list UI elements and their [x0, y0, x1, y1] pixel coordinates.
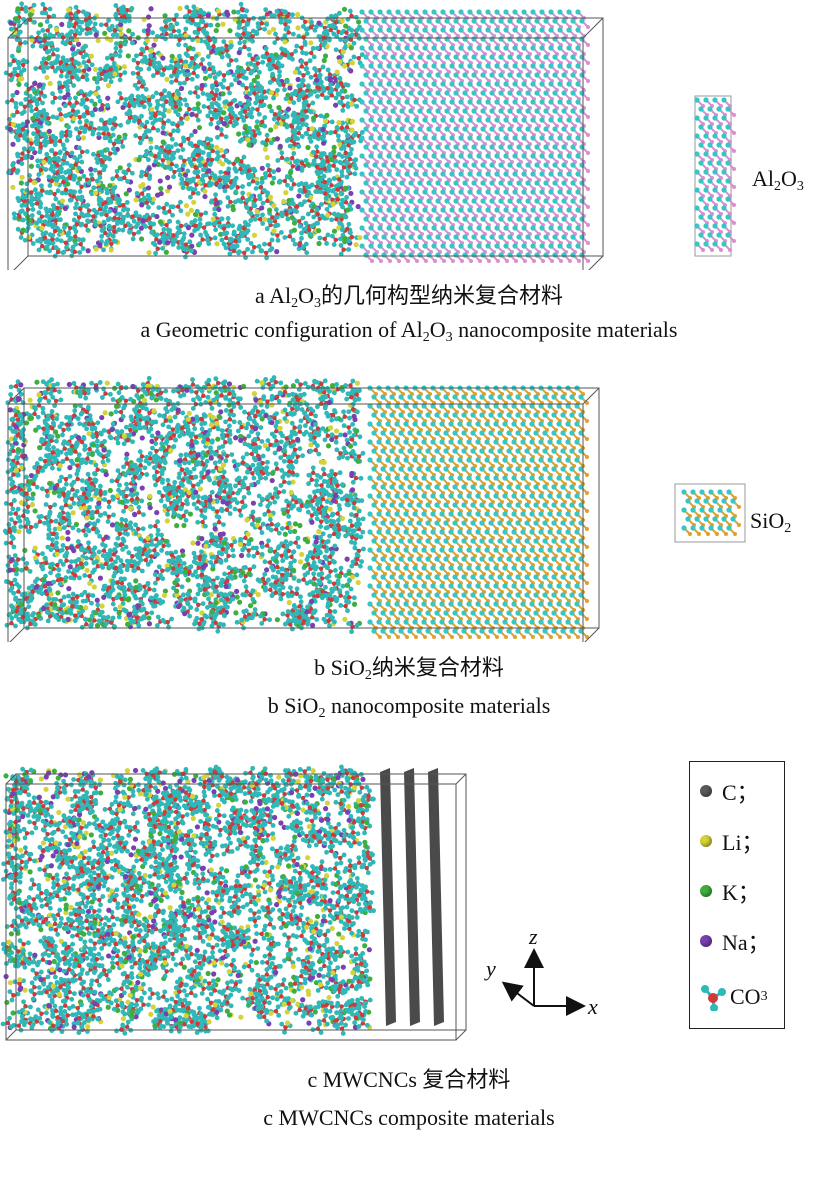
al2o3-unit-cell-icon [694, 95, 736, 257]
crystal-lattice [359, 9, 590, 263]
caption-c-chinese: c MWCNCs 复合材料 [0, 1066, 818, 1094]
y-axis-label: y [486, 956, 496, 982]
z-axis-label: z [529, 924, 538, 950]
carbon-atom-icon [700, 785, 712, 797]
potassium-atom-icon [700, 885, 712, 897]
atom-legend: C； Li； K； Na； CO 3 [689, 761, 785, 1029]
crystal-lattice [367, 385, 589, 639]
molten-salt-atoms [0, 764, 376, 1036]
panel-c: c MWCNCs 复合材料 c MWCNCs composite materia… [0, 760, 818, 1140]
caption-b-english: b SiO2 nanocomposite materials [0, 692, 818, 728]
caption-c-english: c MWCNCs composite materials [0, 1104, 818, 1132]
panel-a-simulation-box [3, 1, 736, 270]
molten-salt-atoms [3, 1, 365, 261]
al2o3-unit-cell-label: Al2O3 [752, 166, 804, 195]
simulation-box-outline [5, 773, 467, 1041]
sio2-unit-cell-icon [674, 483, 746, 543]
simulation-box-outline [7, 17, 604, 270]
legend-item-k: K； [700, 878, 760, 905]
crystal-lattice [681, 489, 741, 536]
legend-item-co3: CO 3 [700, 984, 768, 1011]
sodium-atom-icon [700, 935, 712, 947]
crystal-lattice [694, 97, 736, 252]
legend-item-li: Li； [700, 828, 764, 855]
molten-salt-atoms [2, 375, 366, 635]
caption-a-english: a Geometric configuration of Al2O3 nanoc… [0, 316, 818, 352]
lithium-atom-icon [700, 835, 712, 847]
simulation-box-outline [7, 387, 600, 642]
carbonate-molecule-icon [701, 985, 726, 1011]
panel-b-simulation-box [2, 375, 746, 642]
legend-item-c: C； [700, 778, 759, 805]
mwcnt-sheets [380, 768, 444, 1026]
panel-c-simulation-box [0, 764, 467, 1041]
caption-b-chinese: b SiO2纳米复合材料 [0, 654, 818, 690]
sio2-unit-cell-label: SiO2 [750, 508, 791, 537]
x-axis-label: x [588, 994, 598, 1020]
caption-a-chinese: a Al2O3的几何构型纳米复合材料 [0, 282, 818, 318]
legend-item-na: Na； [700, 928, 770, 955]
panel-a: Al2O3 a Al2O3的几何构型纳米复合材料 a Geometric con… [0, 0, 818, 345]
panel-b: SiO2 b SiO2纳米复合材料 b SiO2 nanocomposite m… [0, 372, 818, 732]
